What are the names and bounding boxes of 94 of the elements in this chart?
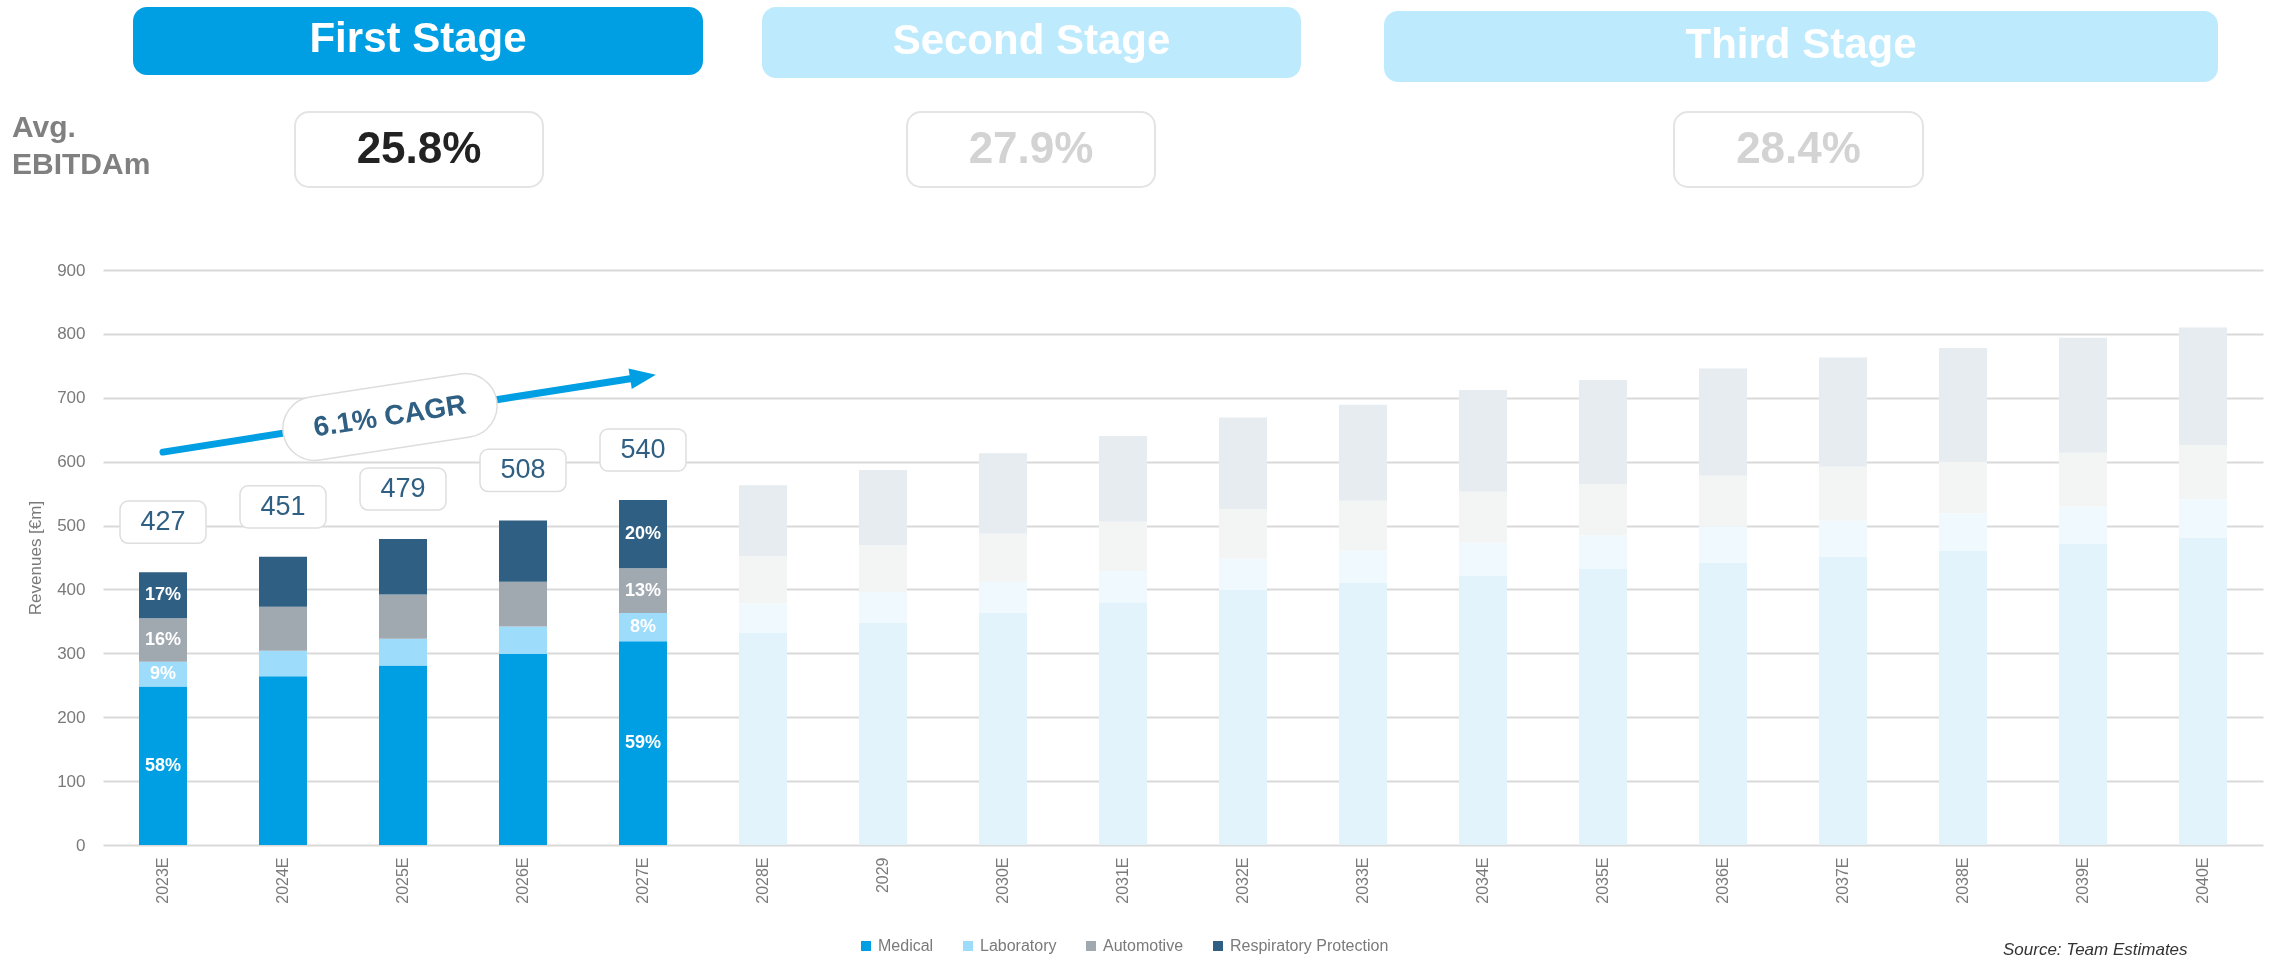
x-tick-label: 2025E xyxy=(394,857,411,904)
x-tick-label: 2026E xyxy=(514,857,531,904)
x-tick-label: 2033E xyxy=(1354,857,1371,904)
total-label: 427 xyxy=(140,506,186,537)
total-label: 479 xyxy=(380,472,426,503)
bar xyxy=(379,638,427,666)
bar xyxy=(499,653,547,845)
annotation: 58% xyxy=(144,754,182,775)
bar xyxy=(1819,357,1867,467)
x-tick-label: 2031E xyxy=(1114,857,1131,904)
bar xyxy=(619,641,667,845)
y-tick-label: 900 xyxy=(57,260,86,280)
bar xyxy=(1219,417,1267,509)
bar xyxy=(1699,368,1747,476)
y-tick-label: 400 xyxy=(57,579,86,599)
y-tick-label: 100 xyxy=(57,771,86,791)
x-tick-label: 2030E xyxy=(994,857,1011,904)
x-tick-label: 2036E xyxy=(1714,857,1731,904)
bar xyxy=(859,622,907,845)
bar xyxy=(1459,390,1507,492)
x-tick-label: 2024E xyxy=(274,857,291,904)
annotation: 17% xyxy=(144,584,182,605)
bar xyxy=(379,538,427,595)
text: Avg. EBITDAm xyxy=(12,110,151,180)
bar xyxy=(1219,590,1267,845)
bar xyxy=(1459,576,1507,845)
bar xyxy=(2179,327,2227,446)
bar xyxy=(259,606,307,651)
text: Third Stage xyxy=(1685,19,1917,67)
total-label: 508 xyxy=(500,454,546,485)
bar xyxy=(979,453,1027,534)
bar xyxy=(379,594,427,639)
text: Second Stage xyxy=(892,15,1171,63)
x-tick-label: 2037E xyxy=(1834,857,1851,904)
y-tick-label: 800 xyxy=(57,324,86,344)
bar xyxy=(2179,537,2227,845)
y-tick-label: 300 xyxy=(57,643,86,663)
x-tick-label: 2040E xyxy=(2194,857,2211,904)
x-tick-label: 2023E xyxy=(154,857,171,904)
bar xyxy=(1939,347,1987,462)
bar xyxy=(259,650,307,677)
bar xyxy=(1339,583,1387,845)
text: First Stage xyxy=(309,14,527,61)
bar xyxy=(1699,562,1747,845)
legend-label: Respiratory Protection xyxy=(1230,937,1389,954)
bar xyxy=(2059,543,2107,845)
y-tick-label: 0 xyxy=(76,835,86,855)
bar xyxy=(1099,436,1147,522)
x-tick-label: 2039E xyxy=(2074,857,2091,904)
bar xyxy=(739,632,787,845)
annotation: 6.1% CAGR xyxy=(311,388,469,443)
bar xyxy=(499,581,547,627)
annotation: 16% xyxy=(144,628,182,649)
x-tick-label: 2028E xyxy=(754,857,771,904)
bar xyxy=(259,676,307,845)
bar xyxy=(379,665,427,845)
annotation: 13% xyxy=(624,579,662,600)
bar xyxy=(2059,337,2107,453)
bar xyxy=(499,520,547,582)
source-note: Source: Team Estimates xyxy=(2003,940,2189,959)
y-tick-label: 700 xyxy=(57,388,86,408)
x-tick-label: 2027E xyxy=(634,857,651,904)
x-tick-label: 2032E xyxy=(1234,857,1251,904)
y-tick-label: 500 xyxy=(57,516,86,536)
bar xyxy=(859,469,907,546)
bar xyxy=(1579,379,1627,485)
annotation: 20% xyxy=(624,523,662,544)
annotation: 8% xyxy=(629,616,657,637)
x-tick-label: 2029 xyxy=(874,857,891,894)
total-label: 451 xyxy=(260,490,306,521)
legend-label: Laboratory xyxy=(980,937,1057,954)
bar xyxy=(1579,569,1627,845)
x-tick-label: 2034E xyxy=(1474,857,1491,904)
y-axis-title: Revenues [€m] xyxy=(26,500,46,616)
bar xyxy=(1339,404,1387,501)
bar xyxy=(619,500,667,569)
text: 25.8% xyxy=(356,122,482,172)
bar xyxy=(1939,550,1987,845)
x-tick-label: 2038E xyxy=(1954,857,1971,904)
y-tick-label: 600 xyxy=(57,452,86,472)
bar xyxy=(739,485,787,557)
legend-label: Medical xyxy=(878,937,934,954)
y-tick-label: 200 xyxy=(57,707,86,727)
bar xyxy=(139,686,187,845)
x-tick-label: 2035E xyxy=(1594,857,1611,904)
annotation: 9% xyxy=(149,663,177,684)
total-label: 540 xyxy=(620,434,666,464)
annotation: 59% xyxy=(624,732,662,753)
bar xyxy=(979,613,1027,845)
bar xyxy=(1819,556,1867,845)
legend-label: Automotive xyxy=(1103,937,1184,954)
bar xyxy=(1099,602,1147,845)
bar xyxy=(259,556,307,607)
bar xyxy=(499,626,547,654)
